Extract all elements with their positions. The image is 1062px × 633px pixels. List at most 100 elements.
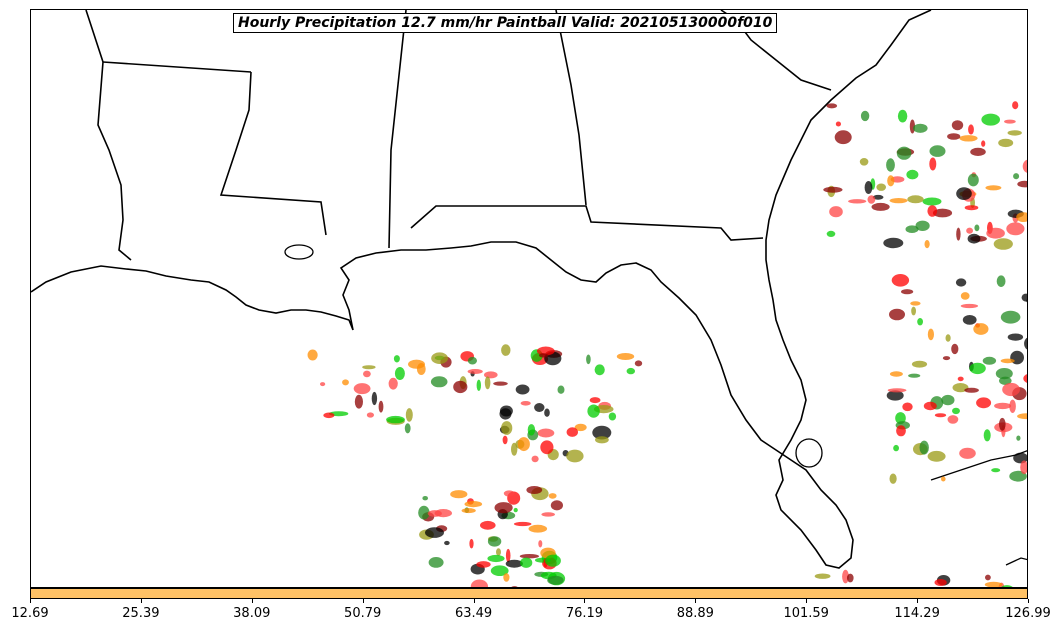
map-title: Hourly Precipitation 12.7 mm/hr Paintbal… (233, 13, 778, 33)
precip-blob (371, 391, 378, 406)
colorbar-tick-label: 38.09 (233, 606, 271, 621)
precip-blob (528, 524, 548, 533)
colorbar-tick-label: 76.19 (565, 606, 604, 621)
precip-blob (469, 538, 474, 549)
precip-blob (1017, 413, 1027, 420)
precip-blob (835, 121, 842, 127)
precip-blob (969, 362, 986, 375)
colorbar-tick-mark (362, 599, 364, 603)
precip-blob (484, 371, 498, 379)
lakes (284, 244, 823, 468)
colorbar (30, 588, 1028, 599)
precip-blob (484, 376, 491, 390)
border-texas-louisiana (85, 10, 132, 261)
precip-blob (470, 579, 488, 587)
precip-blob (984, 581, 1003, 587)
precip-blob (927, 328, 935, 341)
precip-blob (404, 423, 411, 434)
precip-blob (586, 354, 591, 365)
precip-blob (476, 379, 481, 391)
precip-blob (534, 403, 545, 412)
precip-blob (511, 586, 518, 587)
precip-blob (499, 408, 512, 420)
precip-blob (859, 158, 869, 166)
precip-blob (927, 205, 938, 217)
colorbar-tick-label: 50.79 (344, 606, 382, 621)
precip-blob (1021, 293, 1027, 302)
precip-blob (864, 181, 873, 194)
keys-cuba-islands (930, 450, 1027, 566)
precip-blob (496, 548, 501, 556)
precip-blob (934, 413, 947, 418)
colorbar-tick-label: 126.99 (1005, 606, 1051, 621)
precip-blob (538, 353, 549, 358)
precip-blob (910, 301, 921, 306)
border-mississippi-alabama (388, 10, 407, 249)
precip-blob (981, 140, 986, 147)
precip-blob (501, 344, 511, 356)
precip-blob (886, 390, 904, 401)
precip-blob (1023, 374, 1027, 383)
precip-blob (1004, 119, 1016, 124)
precip-blob (982, 356, 997, 365)
precip-blob (889, 198, 908, 204)
precip-blob (985, 185, 1002, 191)
precip-blob (467, 356, 477, 365)
precip-blob (1020, 460, 1027, 475)
precip-blob (886, 158, 895, 172)
precip-blob (983, 429, 991, 442)
precip-blob (513, 521, 532, 527)
precip-blob (955, 278, 967, 287)
precip-blob (363, 370, 371, 378)
precip-blob (967, 233, 981, 244)
precip-blob (986, 227, 1005, 239)
precip-blob (915, 220, 930, 231)
precip-blob (959, 447, 976, 459)
precip-blob (307, 349, 318, 361)
precip-blob (1017, 180, 1027, 188)
precip-blob (973, 323, 989, 335)
precip-blob (889, 371, 903, 377)
precip-blob (520, 557, 533, 568)
precip-blob (428, 557, 444, 568)
precip-blob (505, 559, 523, 568)
precip-blob (829, 206, 843, 218)
precip-blob (814, 573, 831, 579)
precip-blob (967, 173, 979, 187)
precip-blob (511, 442, 518, 456)
precip-blob (966, 227, 973, 234)
colorbar-tick-mark (473, 599, 475, 603)
precip-blob (897, 109, 908, 123)
precip-blob (1007, 333, 1024, 341)
precip-blob (320, 382, 326, 387)
precip-blob (430, 376, 448, 388)
precip-blob (994, 402, 1012, 410)
precip-blob (964, 387, 979, 393)
precip-blob (981, 113, 1000, 126)
precip-blob (924, 240, 930, 249)
precip-blob (1016, 435, 1021, 441)
precip-blob (467, 369, 483, 374)
colorbar-tick-label: 25.39 (122, 606, 160, 621)
precip-blob (834, 130, 852, 145)
border-alabama-georgia (555, 10, 587, 206)
precip-blob (418, 505, 430, 520)
precip-blob (422, 496, 429, 501)
colorbar-tick-mark (917, 599, 919, 603)
precip-blob (905, 225, 919, 233)
colorbar-tick-label: 114.29 (894, 606, 940, 621)
precip-blob (388, 377, 398, 390)
colorbar-tick-label: 12.69 (11, 606, 49, 621)
precip-blob (587, 404, 600, 418)
precip-blob (919, 440, 929, 455)
precip-blob (860, 110, 870, 122)
precip-blob (876, 183, 886, 191)
precip-blob (519, 554, 539, 559)
precip-blob (1000, 310, 1021, 324)
precip-blob (494, 502, 513, 514)
precip-blob (960, 292, 970, 300)
precip-blob (1007, 130, 1022, 136)
precip-blob (547, 575, 564, 585)
precip-blob (362, 365, 376, 370)
precip-blob (895, 412, 906, 425)
